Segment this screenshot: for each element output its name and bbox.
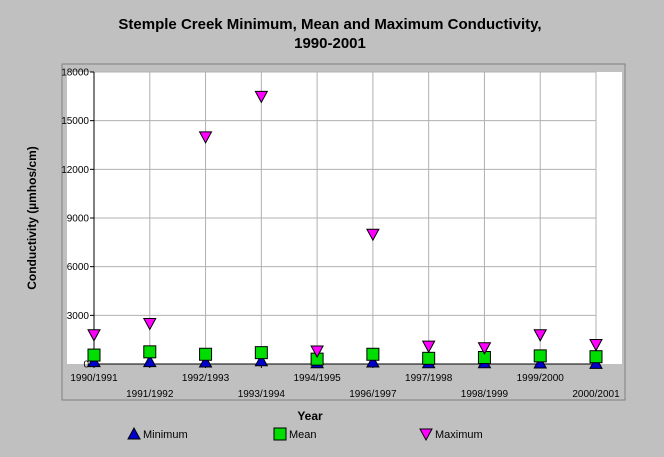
mean-point: [422, 351, 436, 365]
maximum-point: [142, 317, 157, 331]
x-tick-label: 1993/1994: [238, 389, 286, 400]
plot-area-frame: [61, 63, 626, 401]
minimum-point: [533, 355, 548, 369]
y-tick-label: 15000: [61, 116, 89, 127]
x-tick-label: 1990/1991: [70, 373, 118, 384]
minimum-point: [254, 353, 269, 367]
x-tick-label: 1991/1992: [126, 389, 174, 400]
maximum-point: [589, 339, 603, 352]
mean-point: [199, 347, 213, 361]
maximum-point: [87, 329, 101, 342]
axes: [93, 72, 596, 365]
mean-point: [366, 347, 380, 361]
legend-marker-maximum: [419, 428, 433, 442]
minimum-point: [198, 355, 213, 368]
mean-point: [589, 350, 603, 364]
legend-marker-minimum: [127, 426, 141, 440]
maximum-point: [421, 340, 436, 354]
maximum-point: [477, 342, 492, 355]
y-tick-label: 6000: [67, 262, 90, 273]
mean-point: [533, 349, 547, 363]
y-tick-label: 18000: [61, 68, 89, 79]
x-tick-label: 1998/1999: [461, 389, 509, 400]
legend-label-maximum: Maximum: [435, 429, 483, 441]
x-tick-label: 1999/2000: [517, 373, 565, 384]
x-tick-label: 1994/1995: [293, 373, 341, 384]
maximum-point: [254, 90, 269, 104]
legend: Minimum Mean Maximum: [127, 426, 483, 442]
chart-title-line-2: 1990-2001: [294, 35, 366, 52]
x-axis-label: Year: [297, 409, 323, 423]
mean-point: [87, 348, 101, 362]
y-axis-label: Conductivity (µmhos/cm): [25, 146, 39, 290]
mean-point: [143, 345, 157, 359]
legend-label-mean: Mean: [289, 429, 317, 441]
x-tick-label: 1996/1997: [349, 389, 397, 400]
y-tick-label: 0: [83, 360, 89, 371]
legend-marker-mean: [273, 427, 287, 441]
y-tick-label: 3000: [67, 311, 90, 322]
data-points: [87, 90, 603, 369]
maximum-point: [198, 131, 213, 144]
maximum-point: [310, 345, 324, 359]
grid-lines: [90, 71, 597, 368]
x-tick-labels: 1990/1991 1991/1992 1992/1993 1993/1994 1994…: [70, 373, 620, 400]
y-tick-label: 12000: [61, 165, 89, 176]
mean-point: [254, 346, 268, 360]
maximum-point: [533, 329, 548, 342]
chart-title-line-1: Stemple Creek Minimum, Mean and Maximum …: [118, 16, 541, 33]
maximum-point: [366, 228, 380, 242]
minimum-point: [366, 355, 380, 368]
y-tick-label: 9000: [67, 214, 90, 225]
legend-label-minimum: Minimum: [143, 429, 188, 441]
x-tick-label: 1997/1998: [405, 373, 453, 384]
y-tick-labels: 0 3000 6000 9000 12000 15000 18000: [61, 68, 89, 371]
x-tick-label: 1992/1993: [182, 373, 230, 384]
x-tick-label: 2000/2001: [572, 389, 620, 400]
minimum-point: [142, 354, 157, 368]
